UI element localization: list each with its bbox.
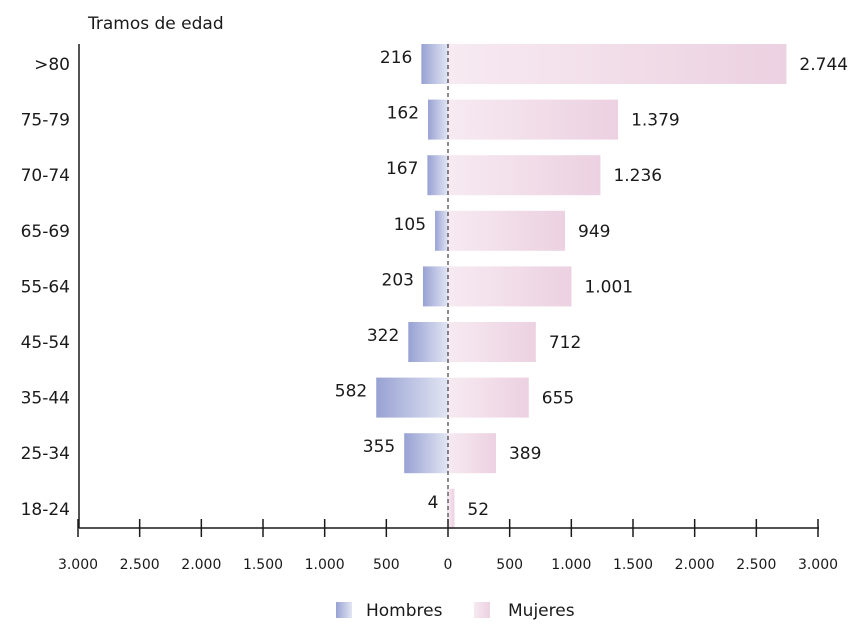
bar-hombres [408,322,448,362]
bar-hombres [435,211,448,251]
category-label: 35-44 [21,389,70,409]
data-label-hombres: 216 [380,48,412,68]
data-label-mujeres: 389 [509,444,541,464]
x-tick-label: 0 [444,557,453,573]
bar-hombres [423,266,448,306]
x-tick-label: 1.500 [243,557,283,573]
x-tick-label: 3.000 [798,557,838,573]
x-tick-label: 500 [496,557,523,573]
category-label: 55-64 [21,277,70,297]
x-tick-label: 2.000 [181,557,221,573]
bar-mujeres [448,211,565,251]
data-label-hombres: 582 [335,382,367,402]
bar-mujeres [448,266,571,306]
data-label-mujeres: 655 [542,389,574,409]
legend-swatch-hombres [336,602,352,618]
data-label-hombres: 355 [363,437,395,457]
x-tick-label: 1.000 [551,557,591,573]
data-label-hombres: 4 [428,493,439,513]
category-label: 25-34 [21,444,70,464]
category-label: 45-54 [21,333,70,353]
bar-mujeres [448,155,600,195]
category-label: 70-74 [21,166,70,186]
data-label-hombres: 203 [382,270,414,290]
bar-mujeres [448,433,496,473]
data-label-mujeres: 949 [578,222,610,242]
bar-mujeres [448,44,786,84]
category-label: >80 [34,55,70,75]
x-tick-label: 2.000 [675,557,715,573]
data-label-mujeres: 1.001 [584,277,633,297]
data-label-mujeres: 712 [549,333,581,353]
x-tick-label: 2.500 [736,557,776,573]
bar-hombres [421,44,448,84]
chart-title: Tramos de edad [87,14,224,34]
legend-label-hombres: Hombres [366,601,443,621]
bar-hombres [428,100,448,140]
x-tick-label: 1.000 [305,557,345,573]
category-label: 65-69 [21,222,70,242]
bar-hombres [376,378,448,418]
category-label: 18-24 [21,500,70,520]
data-label-hombres: 162 [387,104,419,124]
data-label-mujeres: 1.236 [613,166,662,186]
data-label-mujeres: 2.744 [799,55,848,75]
legend-swatch-mujeres [474,602,490,618]
legend-label-mujeres: Mujeres [508,601,575,621]
category-label: 75-79 [21,111,70,131]
data-label-hombres: 322 [367,326,399,346]
bar-mujeres [448,100,618,140]
data-label-mujeres: 1.379 [631,111,680,131]
data-label-hombres: 105 [394,215,426,235]
bar-mujeres [448,489,454,529]
x-tick-label: 500 [373,557,400,573]
x-tick-label: 3.000 [58,557,98,573]
legend: Hombres Mujeres [336,601,575,621]
data-label-hombres: 167 [386,159,418,179]
x-tick-label: 1.500 [613,557,653,573]
bar-mujeres [448,322,536,362]
x-tick-label: 2.500 [120,557,160,573]
bar-hombres [404,433,448,473]
data-label-mujeres: 52 [467,500,489,520]
bar-hombres [427,155,448,195]
bar-mujeres [448,378,529,418]
